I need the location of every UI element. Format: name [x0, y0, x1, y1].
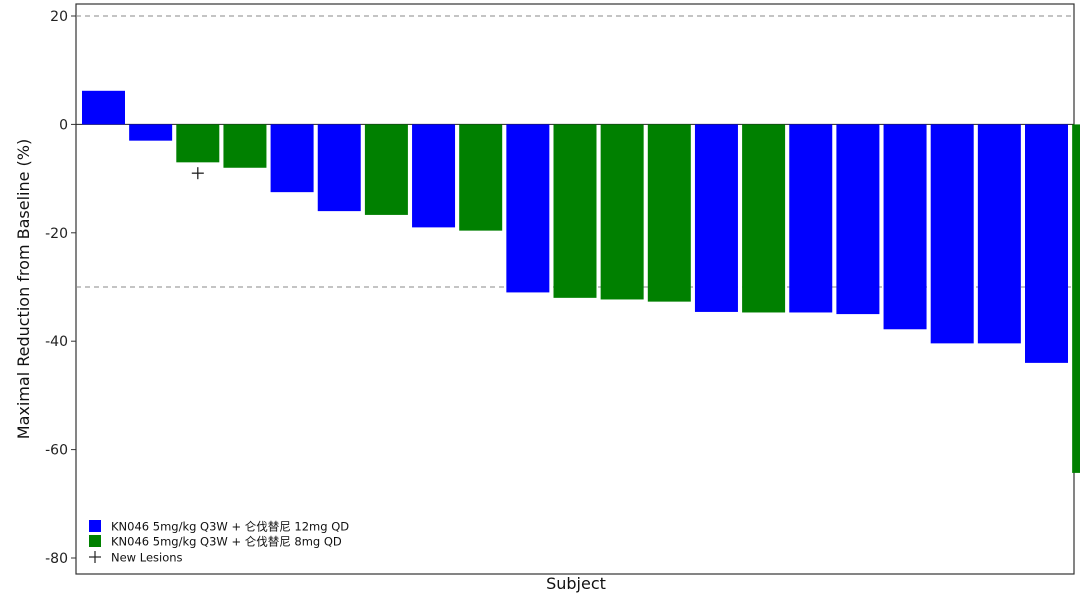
- legend-plus-icon: [89, 551, 101, 563]
- y-tick-label: -40: [45, 334, 68, 350]
- y-tick-label: -80: [45, 551, 68, 567]
- bar: [1072, 124, 1080, 473]
- bar: [694, 124, 738, 312]
- new-lesion-markers: [191, 167, 204, 180]
- bar: [82, 90, 125, 125]
- bar: [459, 124, 503, 231]
- y-tick-label: 20: [50, 9, 68, 25]
- bar: [553, 124, 597, 298]
- bar: [1025, 124, 1068, 363]
- bar: [412, 124, 456, 228]
- bar: [364, 124, 408, 215]
- bar: [930, 124, 974, 344]
- bar: [317, 124, 361, 212]
- bar: [742, 124, 786, 313]
- bar: [647, 124, 691, 302]
- y-axis-label: Maximal Reduction from Baseline (%): [14, 139, 33, 439]
- x-axis-label: Subject: [546, 574, 606, 593]
- legend-swatch-8mg: [89, 535, 101, 547]
- bar: [176, 124, 220, 163]
- legend: KN046 5mg/kg Q3W + 仑伐替尼 12mg QD KN046 5m…: [89, 520, 349, 565]
- bar: [129, 124, 173, 141]
- bar: [977, 124, 1021, 344]
- bar: [600, 124, 644, 300]
- bar: [836, 124, 880, 315]
- y-tick-label: -60: [45, 443, 68, 459]
- y-axis-ticks: 20 0 -20 -40 -60 -80: [45, 9, 76, 567]
- y-tick-label: 0: [59, 117, 68, 133]
- bar: [883, 124, 927, 330]
- new-lesion-marker: [191, 167, 204, 180]
- bar: [270, 124, 314, 193]
- bar: [789, 124, 833, 313]
- legend-label-12mg: KN046 5mg/kg Q3W + 仑伐替尼 12mg QD: [111, 520, 349, 534]
- bar: [506, 124, 550, 293]
- bar: [223, 124, 267, 168]
- y-tick-label: -20: [45, 226, 68, 242]
- legend-swatch-12mg: [89, 520, 101, 532]
- bars: [82, 90, 1080, 473]
- legend-label-new-lesions: New Lesions: [111, 551, 183, 565]
- legend-label-8mg: KN046 5mg/kg Q3W + 仑伐替尼 8mg QD: [111, 535, 342, 549]
